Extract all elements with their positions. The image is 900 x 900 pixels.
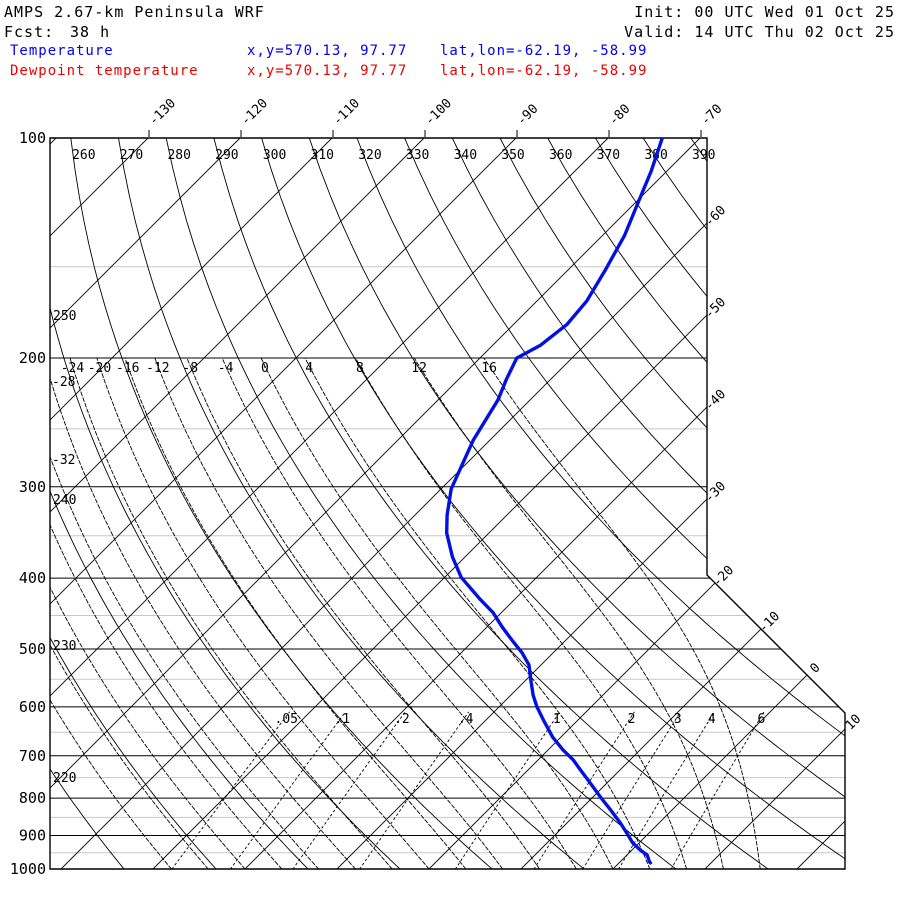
svg-text:350: 350 <box>501 148 524 163</box>
forecast-hour-value: 38 h <box>70 23 111 41</box>
svg-text:-16: -16 <box>116 361 139 376</box>
svg-text:-8: -8 <box>182 361 198 376</box>
legend-temperature-latlon: lat,lon=-62.19, -58.99 <box>440 43 648 59</box>
svg-text:290: 290 <box>215 148 238 163</box>
svg-text:330: 330 <box>406 148 429 163</box>
sounding-profiles <box>445 138 664 865</box>
svg-text:370: 370 <box>597 148 620 163</box>
svg-text:260: 260 <box>72 148 95 163</box>
svg-text:-28: -28 <box>52 375 75 390</box>
svg-text:-20: -20 <box>710 563 737 590</box>
svg-text:10: 10 <box>843 712 865 734</box>
svg-text:200: 200 <box>19 349 46 367</box>
svg-text:-12: -12 <box>146 361 169 376</box>
svg-text:600: 600 <box>19 698 46 716</box>
init-time: Init: 00 UTC Wed 01 Oct 25 <box>634 3 895 21</box>
svg-text:300: 300 <box>263 148 286 163</box>
svg-text:240: 240 <box>53 493 76 508</box>
moist-adiabat-lines <box>50 357 761 869</box>
svg-text:-120: -120 <box>238 96 271 129</box>
svg-text:0: 0 <box>807 660 823 676</box>
svg-text:3: 3 <box>674 712 682 727</box>
svg-text:360: 360 <box>549 148 572 163</box>
svg-text:16: 16 <box>481 361 497 376</box>
svg-text:390: 390 <box>692 148 715 163</box>
svg-text:700: 700 <box>19 747 46 765</box>
svg-text:-4: -4 <box>218 361 234 376</box>
svg-text:-20: -20 <box>88 361 111 376</box>
pressure-minor-lines <box>50 266 845 854</box>
svg-text:-60: -60 <box>702 203 729 230</box>
svg-text:1: 1 <box>553 712 561 727</box>
svg-text:-10: -10 <box>756 609 783 636</box>
svg-text:230: 230 <box>53 639 76 654</box>
legend-dewpoint-label: Dewpoint temperature <box>10 63 199 79</box>
svg-text:.4: .4 <box>458 712 474 727</box>
svg-text:-110: -110 <box>330 96 363 129</box>
svg-text:310: 310 <box>311 148 334 163</box>
svg-text:340: 340 <box>454 148 477 163</box>
svg-text:100: 100 <box>19 129 46 147</box>
svg-text:-90: -90 <box>514 102 541 129</box>
svg-text:1000: 1000 <box>10 860 46 878</box>
svg-text:6: 6 <box>758 712 766 727</box>
svg-text:270: 270 <box>120 148 143 163</box>
forecast-hour-label: Fcst: <box>4 23 55 41</box>
valid-time: Valid: 14 UTC Thu 02 Oct 25 <box>624 23 895 41</box>
legend-dewpoint-latlon: lat,lon=-62.19, -58.99 <box>440 63 648 79</box>
legend-dewpoint-xy: x,y=570.13, 97.77 <box>247 63 408 79</box>
svg-text:-70: -70 <box>698 102 725 129</box>
svg-text:400: 400 <box>19 569 46 587</box>
svg-text:220: 220 <box>53 771 76 786</box>
legend-temperature-xy: x,y=570.13, 97.77 <box>247 43 408 59</box>
svg-text:.2: .2 <box>394 712 410 727</box>
mixing-ratio-lines <box>171 711 765 869</box>
svg-text:0: 0 <box>261 361 269 376</box>
svg-text:-40: -40 <box>702 387 729 414</box>
svg-text:-24: -24 <box>61 361 85 376</box>
svg-text:320: 320 <box>358 148 381 163</box>
svg-text:800: 800 <box>19 789 46 807</box>
svg-text:-32: -32 <box>52 453 75 468</box>
svg-text:-100: -100 <box>422 96 455 129</box>
svg-text:-30: -30 <box>702 479 729 506</box>
svg-text:-50: -50 <box>702 295 729 322</box>
svg-text:-130: -130 <box>146 96 179 129</box>
svg-text:4: 4 <box>305 361 313 376</box>
svg-text:4: 4 <box>708 712 716 727</box>
svg-text:12: 12 <box>411 361 427 376</box>
svg-text:8: 8 <box>356 361 364 376</box>
svg-text:500: 500 <box>19 640 46 658</box>
svg-text:.05: .05 <box>275 712 298 727</box>
svg-text:250: 250 <box>53 309 76 324</box>
svg-text:280: 280 <box>167 148 190 163</box>
svg-text:300: 300 <box>19 478 46 496</box>
svg-text:-80: -80 <box>606 102 633 129</box>
svg-text:900: 900 <box>19 827 46 845</box>
legend-temperature-label: Temperature <box>10 43 114 59</box>
plot-border <box>49 137 846 870</box>
svg-text:2: 2 <box>628 712 636 727</box>
page-title: AMPS 2.67-km Peninsula WRF <box>4 3 265 21</box>
svg-text:.1: .1 <box>334 712 350 727</box>
